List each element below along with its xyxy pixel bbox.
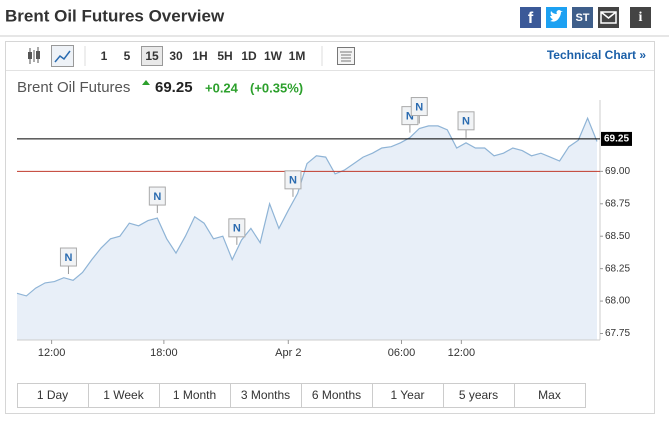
last-price-box [601, 131, 632, 146]
x-tick-label: 12:00 [38, 347, 66, 359]
news-label: N [289, 175, 297, 187]
candle-icon[interactable] [28, 47, 40, 64]
email-icon [600, 11, 617, 24]
x-tick-label: 18:00 [150, 347, 178, 359]
facebook-icon: f [528, 10, 534, 27]
stocktwits-icon: ST [575, 12, 589, 24]
interval-button[interactable]: 1D [241, 49, 257, 63]
x-tick-label: Apr 2 [275, 347, 301, 359]
range-button[interactable] [17, 383, 89, 408]
interval-button[interactable]: 15 [145, 49, 159, 63]
range-label: 6 Months [312, 388, 361, 402]
widget-frame [5, 41, 655, 414]
news-marker[interactable] [457, 111, 475, 131]
y-tick-label: 67.75 [605, 328, 630, 339]
range-label: 1 Month [173, 388, 216, 402]
price-line [16, 116, 598, 297]
twitter-icon [550, 10, 563, 22]
news-marker[interactable] [59, 247, 77, 267]
news-marker[interactable] [284, 170, 302, 190]
range-button[interactable] [159, 383, 231, 408]
news-label: N [462, 116, 470, 128]
range-button[interactable] [88, 383, 160, 408]
area-fill [17, 118, 597, 340]
up-arrow [142, 80, 150, 85]
facebook-button[interactable] [520, 7, 541, 28]
range-label: Max [538, 388, 561, 402]
interval-button[interactable]: 1 [101, 49, 108, 63]
news-label: N [415, 101, 423, 113]
quote-change: +0.24 [205, 80, 239, 95]
interval-button[interactable]: 1W [264, 49, 283, 63]
range-label: 5 years [459, 388, 498, 402]
range-label: 1 Day [37, 388, 68, 402]
interval-button[interactable]: 1H [192, 49, 207, 63]
range-button[interactable] [372, 383, 444, 408]
y-tick-label: 69.00 [605, 166, 630, 177]
calendar-lines [340, 51, 352, 62]
technical-chart-link[interactable]: Technical Chart » [547, 48, 646, 62]
interval-selected [141, 46, 163, 66]
y-tick-label: 68.25 [605, 263, 630, 274]
news-label: N [64, 252, 72, 264]
y-tick-label: 68.75 [605, 198, 630, 209]
interval-button[interactable]: 1M [289, 49, 306, 63]
info-button[interactable] [630, 7, 651, 28]
interval-button[interactable]: 5 [124, 49, 131, 63]
news-marker[interactable] [410, 97, 428, 117]
range-button[interactable] [443, 383, 515, 408]
quote-change-pct: (+0.35%) [250, 80, 303, 95]
page-title: Brent Oil Futures Overview [5, 6, 225, 25]
news-marker[interactable] [228, 218, 246, 238]
news-label: N [233, 223, 241, 235]
range-button[interactable] [514, 383, 586, 408]
news-label: N [406, 111, 414, 123]
x-tick-label: 12:00 [448, 347, 476, 359]
calendar-icon[interactable] [337, 47, 355, 65]
last-price-label: 69.25 [604, 134, 629, 145]
y-tick-label: 68.00 [605, 296, 630, 307]
interval-button[interactable]: 5H [217, 49, 232, 63]
range-label: 3 Months [241, 388, 290, 402]
range-label: 1 Year [390, 388, 424, 402]
x-tick-label: 06:00 [388, 347, 416, 359]
stocktwits-button[interactable] [572, 7, 593, 28]
area-icon-selected[interactable] [51, 45, 74, 67]
interval-button[interactable]: 30 [169, 49, 183, 63]
area-icon [54, 50, 71, 63]
quote-price: 69.25 [155, 79, 193, 96]
range-label: 1 Week [103, 388, 144, 402]
news-marker[interactable] [148, 186, 166, 206]
news-label: N [153, 191, 161, 203]
quote-name: Brent Oil Futures [17, 79, 130, 96]
y-tick-label: 68.50 [605, 231, 630, 242]
info-icon: i [639, 10, 643, 25]
